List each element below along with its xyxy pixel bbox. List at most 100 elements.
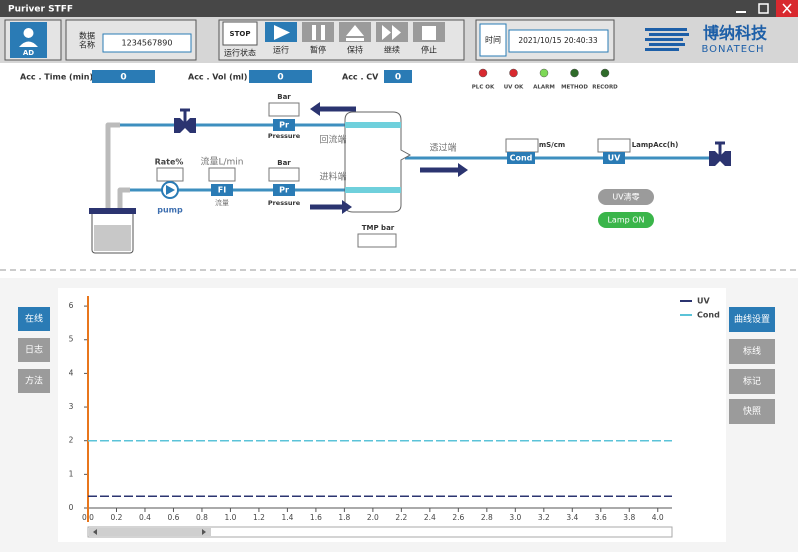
side-button[interactable]: 标记 <box>729 369 775 394</box>
button-icon <box>422 26 436 40</box>
legend-label: Cond <box>697 311 720 320</box>
diagram-label: TMP bar <box>362 224 395 232</box>
diagram-label: Bar <box>277 93 291 101</box>
y-tick-label: 5 <box>69 335 74 344</box>
flow-arrow <box>420 163 468 177</box>
time-label-box <box>479 23 507 57</box>
diagram-label: 流量L/min <box>200 156 243 168</box>
input-box <box>268 102 300 117</box>
pipe-outline <box>105 122 120 213</box>
x-tick-label: 4.0 <box>652 513 664 522</box>
user-head <box>23 28 34 38</box>
side-button[interactable]: 在线 <box>18 307 50 331</box>
y-tick-label: 0 <box>69 503 74 512</box>
button-face <box>729 339 775 364</box>
logo-stripe <box>645 38 683 41</box>
side-button[interactable]: 方法 <box>18 369 50 393</box>
x-tick-label: 0.8 <box>196 513 208 522</box>
logo-stripe <box>649 43 685 46</box>
x-tick-label: 0.6 <box>167 513 179 522</box>
toolbar-button[interactable]: 保持 <box>339 22 371 55</box>
valve[interactable] <box>709 141 731 166</box>
logo-text: 博纳科技 <box>703 24 768 43</box>
pill-button[interactable]: Lamp ON <box>598 212 654 228</box>
membrane <box>345 122 401 128</box>
valve[interactable] <box>174 108 196 133</box>
sensor-label: Pr <box>279 186 289 195</box>
pump-arrow <box>166 185 175 195</box>
button-icon <box>346 25 364 41</box>
x-tick-label: 1.4 <box>281 513 293 522</box>
diagram-label: 进料端 <box>319 171 346 183</box>
button-face <box>18 338 50 362</box>
counter-box <box>249 70 312 83</box>
sensor-tag <box>273 119 295 131</box>
button-label: 停止 <box>421 45 437 55</box>
x-tick-label: 1.0 <box>224 513 236 522</box>
scrollbar-thumb[interactable] <box>89 528 211 536</box>
status-light <box>478 68 488 78</box>
status-label: UV OK <box>504 85 524 91</box>
button-label: 在线 <box>25 313 43 325</box>
pill-label: Lamp ON <box>607 216 644 225</box>
flow-arrow <box>310 102 356 116</box>
counter-label: Acc . CV <box>342 73 379 82</box>
flow-arrow <box>310 200 352 214</box>
side-button[interactable]: 日志 <box>18 338 50 362</box>
logo-sub: BONATECH <box>701 44 764 55</box>
counter-label: Acc . Time (min) <box>20 73 93 82</box>
sensor-label: Cond <box>510 154 533 163</box>
side-button[interactable]: 曲线设置 <box>729 307 775 332</box>
x-tick-label: 1.6 <box>310 513 322 522</box>
logo-stripe <box>649 33 689 36</box>
button-face <box>18 307 50 331</box>
x-tick-label: 2.8 <box>481 513 493 522</box>
x-tick-label: 0.4 <box>139 513 151 522</box>
time-value: 2021/10/15 20:40:33 <box>518 36 598 45</box>
button-label: 保持 <box>347 45 363 55</box>
sensor-label: FI <box>218 186 226 195</box>
sensor-label: UV <box>608 154 621 163</box>
button-label: 标线 <box>743 345 761 357</box>
diagram-label: 回流端 <box>319 134 346 146</box>
side-button[interactable]: 快照 <box>729 399 775 424</box>
button-face <box>302 22 334 42</box>
y-tick-label: 2 <box>69 436 74 445</box>
counter-value: 0 <box>395 73 401 83</box>
status-light <box>600 68 610 78</box>
status-light <box>539 68 549 78</box>
state-value: STOP <box>230 30 251 38</box>
input-box <box>597 138 631 153</box>
toolbar-button[interactable]: 继续 <box>376 22 408 55</box>
y-tick-label: 6 <box>69 301 74 310</box>
data-name-box <box>102 33 192 53</box>
toolbar-button[interactable]: 暂停 <box>302 22 334 55</box>
counter-value: 0 <box>120 73 126 83</box>
x-tick-label: 3.6 <box>595 513 607 522</box>
button-label: 继续 <box>384 45 400 55</box>
pill-button[interactable]: UV清零 <box>598 189 654 205</box>
toolbar-button[interactable]: 停止 <box>413 22 445 55</box>
pill-face <box>598 212 654 228</box>
side-button[interactable]: 标线 <box>729 339 775 364</box>
diagram-label: Rate% <box>155 158 184 167</box>
x-tick-label: 3.8 <box>623 513 635 522</box>
x-tick-label: 1.2 <box>253 513 265 522</box>
diagram-label: Pressure <box>268 132 301 140</box>
x-tick-label: 3.4 <box>566 513 578 522</box>
status-light <box>509 68 518 78</box>
counter-value: 0 <box>277 73 283 83</box>
sensor-label: Pr <box>279 121 289 130</box>
x-tick-label: 2.2 <box>395 513 407 522</box>
x-tick-label: 1.8 <box>338 513 350 522</box>
logo-stripe <box>645 48 679 51</box>
sensor-tag <box>507 152 535 164</box>
toolbar-button[interactable]: 运行 <box>265 22 297 55</box>
status-label: METHOD <box>561 85 588 91</box>
x-tick-label: 3.2 <box>538 513 550 522</box>
y-tick-label: 3 <box>69 402 74 411</box>
x-tick-label: 2.6 <box>452 513 464 522</box>
minimize-button[interactable] <box>730 0 752 17</box>
input-box <box>268 167 300 182</box>
